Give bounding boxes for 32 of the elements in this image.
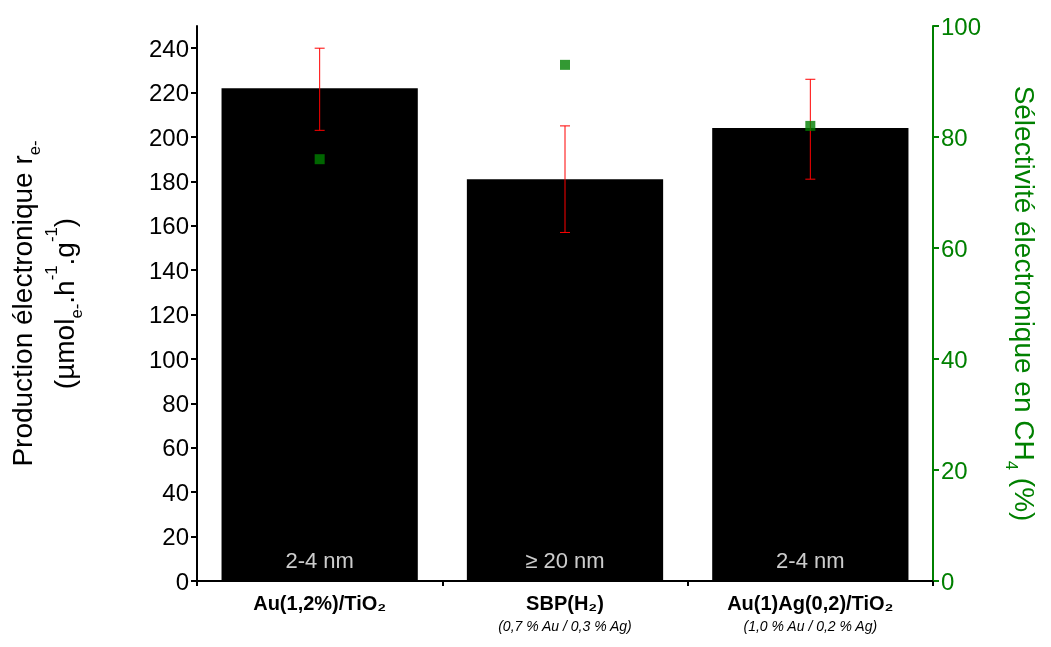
bar	[221, 88, 418, 581]
y2-tick-label: 100	[941, 12, 982, 40]
y-tick-label: 140	[148, 256, 189, 284]
bar	[712, 128, 909, 581]
annotation: ≥ 20 nm	[525, 547, 605, 573]
y-tick-label: 100	[148, 345, 189, 373]
y-tick-label: 120	[148, 301, 189, 329]
y-tick-label: 0	[175, 567, 189, 595]
y2-tick-label: 0	[941, 567, 955, 595]
y-tick-label: 240	[148, 34, 189, 62]
point	[314, 154, 325, 165]
y-tick-label: 80	[162, 389, 189, 417]
y-tick-label: 60	[162, 434, 189, 462]
y2-axis-title: Sélectivité électronique en CH4 (%)	[1002, 85, 1040, 522]
x-tick-label: Au(1,2%)/TiO₂	[253, 592, 387, 614]
annotation: 2-4 nm	[285, 547, 354, 573]
point	[805, 120, 816, 131]
y-tick-label: 220	[148, 79, 189, 107]
y2-tick-label: 60	[941, 234, 968, 262]
x-tick-label: Au(1)Ag(0,2)/TiO₂ (1,0 % Au / 0,2 % Ag)	[727, 592, 894, 634]
y-tick-label: 160	[148, 212, 189, 240]
point	[560, 59, 570, 70]
y2-tick-label: 80	[941, 123, 968, 151]
y2-tick-label: 40	[941, 345, 968, 373]
x-tick-label: SBP(H₂) (0,7 % Au / 0,3 % Ag)	[498, 592, 632, 634]
y-tick-label: 20	[162, 523, 189, 551]
y-tick-label: 180	[148, 167, 189, 195]
y-tick-label: 40	[162, 478, 189, 506]
annotation: 2-4 nm	[776, 547, 845, 573]
y-tick-label: 200	[148, 123, 189, 151]
bar	[466, 179, 664, 581]
y2-tick-label: 20	[941, 456, 968, 484]
